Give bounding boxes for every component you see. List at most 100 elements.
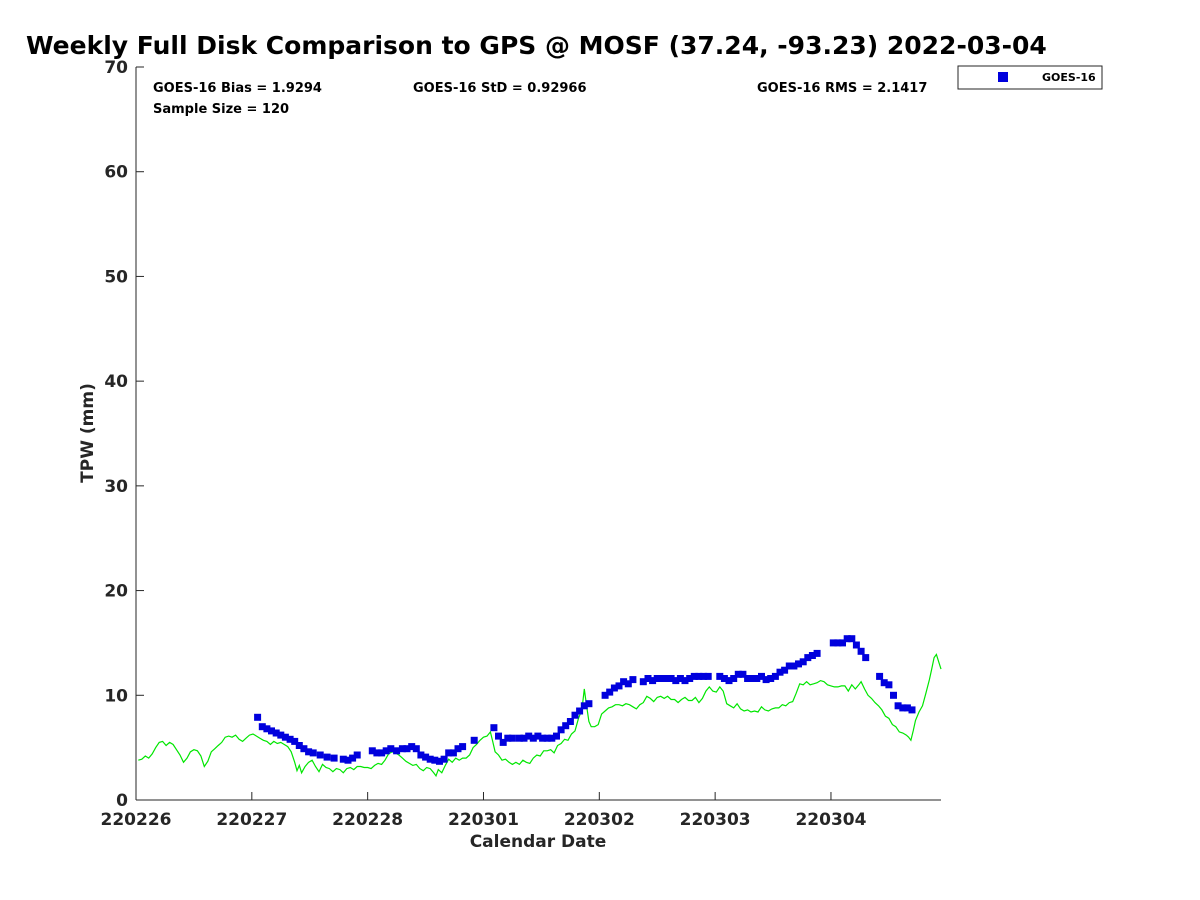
goes16-point bbox=[667, 675, 675, 682]
goes16-point bbox=[543, 734, 551, 742]
goes16-point bbox=[499, 738, 507, 746]
goes16-point bbox=[894, 702, 902, 710]
goes16-point bbox=[408, 743, 416, 751]
goes16-point bbox=[286, 735, 294, 743]
goes16-point bbox=[899, 704, 907, 712]
legend: GOES-16 bbox=[957, 65, 1103, 90]
goes16-point bbox=[799, 658, 807, 666]
goes16-point bbox=[254, 713, 262, 721]
goes16-point bbox=[566, 718, 574, 725]
goes16-point bbox=[281, 733, 289, 741]
goes16-point bbox=[426, 755, 434, 763]
goes16-point bbox=[393, 747, 401, 755]
goes16-point bbox=[403, 745, 411, 753]
goes16-point bbox=[436, 757, 443, 765]
goes16-point bbox=[730, 675, 738, 682]
goes16-point bbox=[529, 734, 537, 742]
goes16-point bbox=[495, 732, 502, 740]
goes16-point bbox=[885, 681, 893, 689]
goes16-point bbox=[534, 732, 542, 740]
x-tick-label: 220301 bbox=[448, 810, 519, 830]
goes16-point bbox=[781, 666, 789, 674]
goes16-point bbox=[268, 727, 275, 735]
goes16-point bbox=[739, 670, 747, 678]
bias-stat: GOES-16 Bias = 1.9294 bbox=[153, 81, 322, 96]
goes16-point bbox=[716, 672, 724, 680]
goes16-point bbox=[610, 684, 618, 692]
goes16-point bbox=[686, 675, 694, 682]
goes16-point bbox=[291, 737, 299, 745]
goes16-point bbox=[690, 672, 698, 680]
goes16-point bbox=[349, 754, 357, 762]
std-stat: GOES-16 StD = 0.92966 bbox=[413, 81, 587, 96]
goes16-point bbox=[378, 749, 386, 757]
goes16-point bbox=[672, 677, 680, 685]
goes16-point bbox=[520, 734, 528, 742]
goes16-series bbox=[254, 635, 916, 765]
goes16-point bbox=[548, 734, 556, 742]
x-axis-label: Calendar Date bbox=[470, 832, 607, 852]
goes16-point bbox=[373, 749, 381, 757]
goes16-point bbox=[753, 675, 761, 682]
goes16-point bbox=[344, 756, 352, 764]
goes16-point bbox=[606, 688, 614, 696]
goes16-point bbox=[644, 675, 652, 682]
goes16-point bbox=[557, 726, 565, 734]
goes16-point bbox=[459, 743, 467, 751]
goes16-point bbox=[490, 724, 498, 732]
goes16-point bbox=[470, 736, 478, 744]
goes16-point bbox=[305, 748, 313, 756]
chart-title: Weekly Full Disk Comparison to GPS @ MOS… bbox=[26, 31, 1047, 60]
goes16-point bbox=[880, 679, 888, 687]
goes16-point bbox=[658, 675, 666, 682]
goes16-point bbox=[339, 755, 347, 763]
goes16-point bbox=[762, 676, 770, 684]
goes16-point bbox=[785, 662, 793, 670]
goes16-point bbox=[843, 635, 851, 643]
goes16-point bbox=[758, 672, 765, 680]
y-tick-label: 50 bbox=[104, 267, 128, 287]
y-tick-label: 60 bbox=[104, 163, 128, 183]
goes16-point bbox=[653, 675, 661, 682]
goes16-point bbox=[576, 707, 584, 715]
goes16-point bbox=[695, 672, 703, 680]
goes16-point bbox=[829, 639, 837, 647]
goes16-point bbox=[876, 672, 884, 680]
goes16-point bbox=[504, 734, 512, 742]
x-tick-label: 220302 bbox=[564, 810, 635, 830]
goes16-point bbox=[277, 731, 285, 739]
y-tick-label: 40 bbox=[104, 372, 128, 392]
goes16-point bbox=[748, 675, 756, 682]
green-line-series bbox=[138, 653, 942, 778]
goes16-point bbox=[585, 700, 593, 708]
goes16-point bbox=[857, 647, 865, 655]
y-tick-label: 30 bbox=[104, 477, 128, 497]
y-tick-label: 10 bbox=[104, 686, 128, 706]
goes16-point bbox=[562, 722, 570, 730]
goes16-point bbox=[639, 678, 647, 686]
goes16-point bbox=[734, 670, 742, 678]
goes16-point bbox=[440, 755, 448, 763]
goes16-point bbox=[539, 734, 547, 742]
rms-stat: GOES-16 RMS = 2.1417 bbox=[757, 81, 927, 96]
goes16-point bbox=[422, 753, 430, 761]
x-tick-label: 220304 bbox=[795, 810, 866, 830]
goes16-point bbox=[295, 742, 303, 749]
goes16-point bbox=[368, 747, 376, 755]
goes16-point bbox=[700, 672, 708, 680]
goes16-point bbox=[515, 734, 523, 742]
goes16-point bbox=[330, 754, 338, 762]
goes16-point bbox=[258, 723, 266, 731]
legend-label-goes16: GOES-16 bbox=[1042, 71, 1096, 84]
goes16-point bbox=[862, 654, 870, 662]
goes16-point bbox=[676, 675, 684, 682]
goes16-point bbox=[848, 635, 856, 643]
goes16-point bbox=[417, 751, 425, 759]
x-tick-label: 220227 bbox=[216, 810, 287, 830]
gps-tpw-line bbox=[138, 653, 942, 778]
sample-size-stat: Sample Size = 120 bbox=[153, 102, 289, 117]
goes16-point bbox=[795, 660, 802, 668]
y-tick-label: 20 bbox=[104, 582, 128, 602]
y-axis-label: TPW (mm) bbox=[78, 383, 98, 483]
